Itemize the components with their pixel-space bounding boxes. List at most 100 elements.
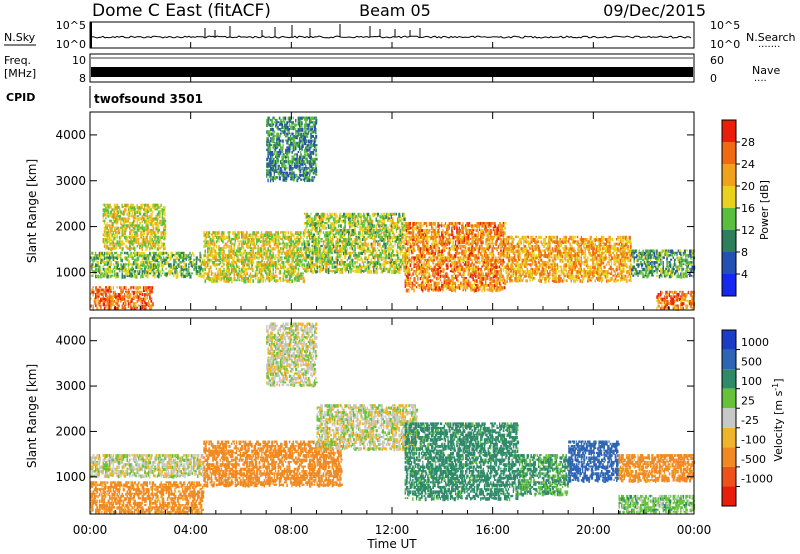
- heatmap-cell: [434, 286, 437, 291]
- heatmap-cell: [140, 254, 143, 258]
- heatmap-cell: [353, 231, 355, 235]
- heatmap-cell: [384, 228, 387, 232]
- heatmap-cell: [301, 265, 304, 268]
- heatmap-cell: [441, 244, 444, 247]
- heatmap-cell: [110, 219, 112, 222]
- heatmap-cell: [458, 251, 461, 254]
- heatmap-cell: [397, 235, 399, 240]
- heatmap-cell: [301, 274, 303, 277]
- heatmap-cell: [444, 240, 447, 244]
- heatmap-cell: [275, 160, 277, 164]
- heatmap-cell: [108, 242, 112, 247]
- heatmap-cell: [115, 251, 118, 255]
- heatmap-cell: [322, 261, 326, 264]
- heatmap-cell: [393, 235, 396, 240]
- heatmap-cell: [111, 233, 113, 237]
- heatmap-cell: [392, 240, 394, 243]
- heatmap-cell: [268, 173, 271, 178]
- heatmap-cell: [390, 251, 393, 256]
- heatmap-cell: [346, 242, 349, 246]
- heatmap-cell: [91, 267, 93, 271]
- heatmap-cell: [237, 277, 239, 280]
- heatmap-cell: [390, 247, 393, 251]
- heatmap-cell: [229, 249, 232, 254]
- heatmap-cell: [146, 263, 149, 267]
- heatmap-cell: [291, 272, 293, 276]
- heatmap-cell: [438, 263, 440, 266]
- heatmap-cell: [301, 254, 304, 257]
- heatmap-cell: [282, 153, 284, 156]
- heatmap-cell: [126, 251, 129, 255]
- heatmap-cell: [293, 157, 296, 161]
- heatmap-cell: [92, 265, 94, 268]
- heatmap-cell: [303, 148, 306, 153]
- heatmap-cell: [375, 240, 379, 243]
- heatmap-cell: [185, 272, 188, 275]
- heatmap-cell: [113, 226, 117, 230]
- heatmap-cell: [217, 235, 220, 239]
- heatmap-cell: [385, 249, 387, 253]
- heatmap-cell: [129, 247, 131, 252]
- heatmap-cell: [315, 247, 318, 252]
- heatmap-cell: [310, 125, 313, 129]
- heatmap-cell: [140, 306, 142, 311]
- heatmap-cell: [307, 247, 310, 252]
- heatmap-cell: [120, 288, 123, 292]
- heatmap-cell: [213, 261, 216, 264]
- heatmap-cell: [281, 242, 283, 245]
- heatmap-cell: [395, 240, 397, 243]
- heatmap-cell: [244, 254, 248, 259]
- heatmap-cell: [326, 254, 329, 257]
- heatmap-cell: [457, 267, 460, 272]
- heatmap-cell: [311, 263, 314, 267]
- heatmap-cell: [146, 212, 148, 216]
- heatmap-cell: [380, 233, 382, 236]
- heatmap-cell: [145, 240, 148, 243]
- heatmap-cell: [207, 258, 210, 262]
- heatmap-cell: [287, 116, 290, 121]
- heatmap-cell: [446, 256, 449, 260]
- heatmap-cell: [381, 251, 384, 254]
- heatmap-cell: [257, 231, 259, 234]
- heatmap-cell: [370, 233, 372, 238]
- heatmap-cell: [443, 281, 446, 285]
- heatmap-cell: [320, 231, 322, 234]
- heatmap-cell: [199, 251, 201, 254]
- heatmap-cell: [102, 233, 105, 237]
- heatmap-cell: [443, 261, 446, 264]
- heatmap-cell: [147, 288, 151, 292]
- heatmap-cell: [353, 244, 355, 247]
- heatmap-cell: [263, 265, 265, 269]
- heatmap-cell: [223, 249, 225, 253]
- heatmap-cell: [348, 263, 350, 267]
- heatmap-cell: [336, 249, 339, 252]
- heatmap-cell: [159, 206, 161, 209]
- heatmap-cell: [116, 222, 118, 226]
- heatmap-cell: [113, 295, 117, 298]
- heatmap-cell: [404, 272, 406, 276]
- heatmap-cell: [229, 254, 232, 257]
- heatmap-cell: [342, 263, 345, 267]
- heatmap-cell: [160, 203, 162, 208]
- heatmap-cell: [214, 263, 217, 268]
- heatmap-cell: [280, 256, 283, 259]
- heatmap-cell: [300, 272, 302, 277]
- heatmap-cell: [301, 244, 303, 248]
- heatmap-cell: [157, 231, 160, 234]
- heatmap-cell: [151, 258, 154, 263]
- heatmap-cell: [320, 222, 322, 225]
- heatmap-cell: [127, 267, 131, 271]
- heatmap-cell: [314, 251, 317, 256]
- heatmap-cell: [285, 164, 287, 168]
- heatmap-cell: [288, 258, 291, 262]
- heatmap-cell: [204, 254, 207, 257]
- heatmap-cell: [431, 242, 434, 246]
- heatmap-cell: [228, 277, 231, 279]
- heatmap-cell: [150, 306, 152, 311]
- heatmap-cell: [247, 251, 249, 256]
- heatmap-cell: [100, 261, 102, 265]
- heatmap-cell: [287, 160, 290, 163]
- heatmap-cell: [141, 270, 144, 275]
- heatmap-cell: [292, 137, 295, 141]
- heatmap-cell: [393, 270, 396, 275]
